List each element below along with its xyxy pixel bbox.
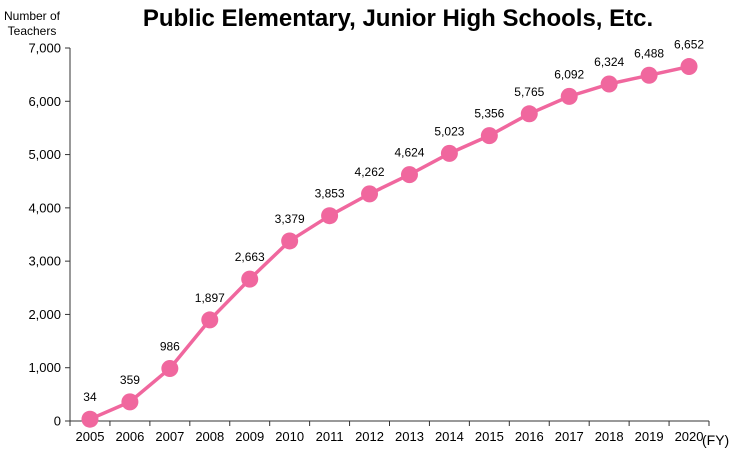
data-point [121, 393, 139, 411]
series-line [89, 64, 690, 421]
data-point [440, 144, 458, 162]
data-label: 5,023 [434, 124, 464, 138]
x-tick-label: 2020 [675, 429, 704, 444]
data-labels: 34 359 986 1,897 2,663 3,379 3,853 4,262 4,624 5,… [83, 38, 704, 405]
data-point [560, 87, 578, 105]
x-axis-ticks: 2005 2006 2007 2008 2009 2010 2011 2012 2013 2014… [69, 421, 710, 444]
data-point [520, 105, 538, 123]
data-label: 986 [160, 339, 180, 353]
data-label: 6,652 [674, 38, 704, 52]
y-tick-label: 5,000 [28, 147, 61, 162]
x-tick-label: 2010 [275, 429, 304, 444]
data-label: 2,663 [235, 250, 265, 264]
data-point [600, 75, 618, 93]
x-tick-label: 2019 [635, 429, 664, 444]
x-tick-label: 2016 [515, 429, 544, 444]
y-tick-label: 2,000 [28, 307, 61, 322]
data-label: 34 [83, 390, 97, 404]
x-tick-label: 2008 [195, 429, 224, 444]
data-point [281, 232, 299, 250]
y-axis-label-line-2: Teachers [8, 24, 57, 38]
data-point [400, 166, 418, 184]
data-points [81, 58, 698, 428]
data-point [680, 58, 698, 76]
x-tick-label: 2013 [395, 429, 424, 444]
data-label: 4,262 [355, 165, 385, 179]
y-tick-label: 0 [54, 414, 61, 429]
chart-title: Public Elementary, Junior High Schools, … [143, 5, 653, 32]
data-point [361, 185, 379, 203]
data-label: 6,488 [634, 46, 664, 60]
y-tick-label: 7,000 [28, 41, 61, 56]
x-tick-label: 2005 [76, 429, 105, 444]
data-label: 1,897 [195, 291, 225, 305]
data-label: 5,356 [474, 107, 504, 121]
x-tick-label: 2011 [316, 429, 344, 444]
x-tick-label: 2018 [595, 429, 624, 444]
data-label: 5,765 [514, 85, 544, 99]
data-label: 3,853 [315, 187, 345, 201]
y-tick-label: 3,000 [28, 254, 61, 269]
data-point [201, 311, 219, 329]
y-tick-label: 1,000 [28, 360, 61, 375]
x-axis-unit-label: (FY) [702, 432, 729, 448]
data-point [161, 359, 179, 377]
data-point [81, 410, 99, 428]
x-tick-label: 2006 [115, 429, 144, 444]
data-point [321, 207, 339, 225]
data-point [480, 127, 498, 145]
data-label: 4,624 [394, 146, 424, 160]
x-tick-label: 2012 [355, 429, 384, 444]
x-tick-label: 2015 [475, 429, 504, 444]
data-point [640, 66, 658, 84]
data-label: 6,324 [594, 55, 624, 69]
y-axis-ticks: 0 1,000 2,000 3,000 4,000 5,000 6,000 7,000 [28, 41, 70, 429]
x-tick-label: 2009 [235, 429, 264, 444]
x-tick-label: 2014 [435, 429, 464, 444]
x-tick-label: 2007 [155, 429, 184, 444]
y-axis-label-line-1: Number of [4, 9, 61, 23]
data-label: 6,092 [554, 67, 584, 81]
data-label: 3,379 [275, 212, 305, 226]
y-tick-label: 4,000 [28, 200, 61, 215]
data-point [241, 270, 259, 288]
x-tick-label: 2017 [555, 429, 584, 444]
y-tick-label: 6,000 [28, 94, 61, 109]
data-label: 359 [120, 373, 140, 387]
